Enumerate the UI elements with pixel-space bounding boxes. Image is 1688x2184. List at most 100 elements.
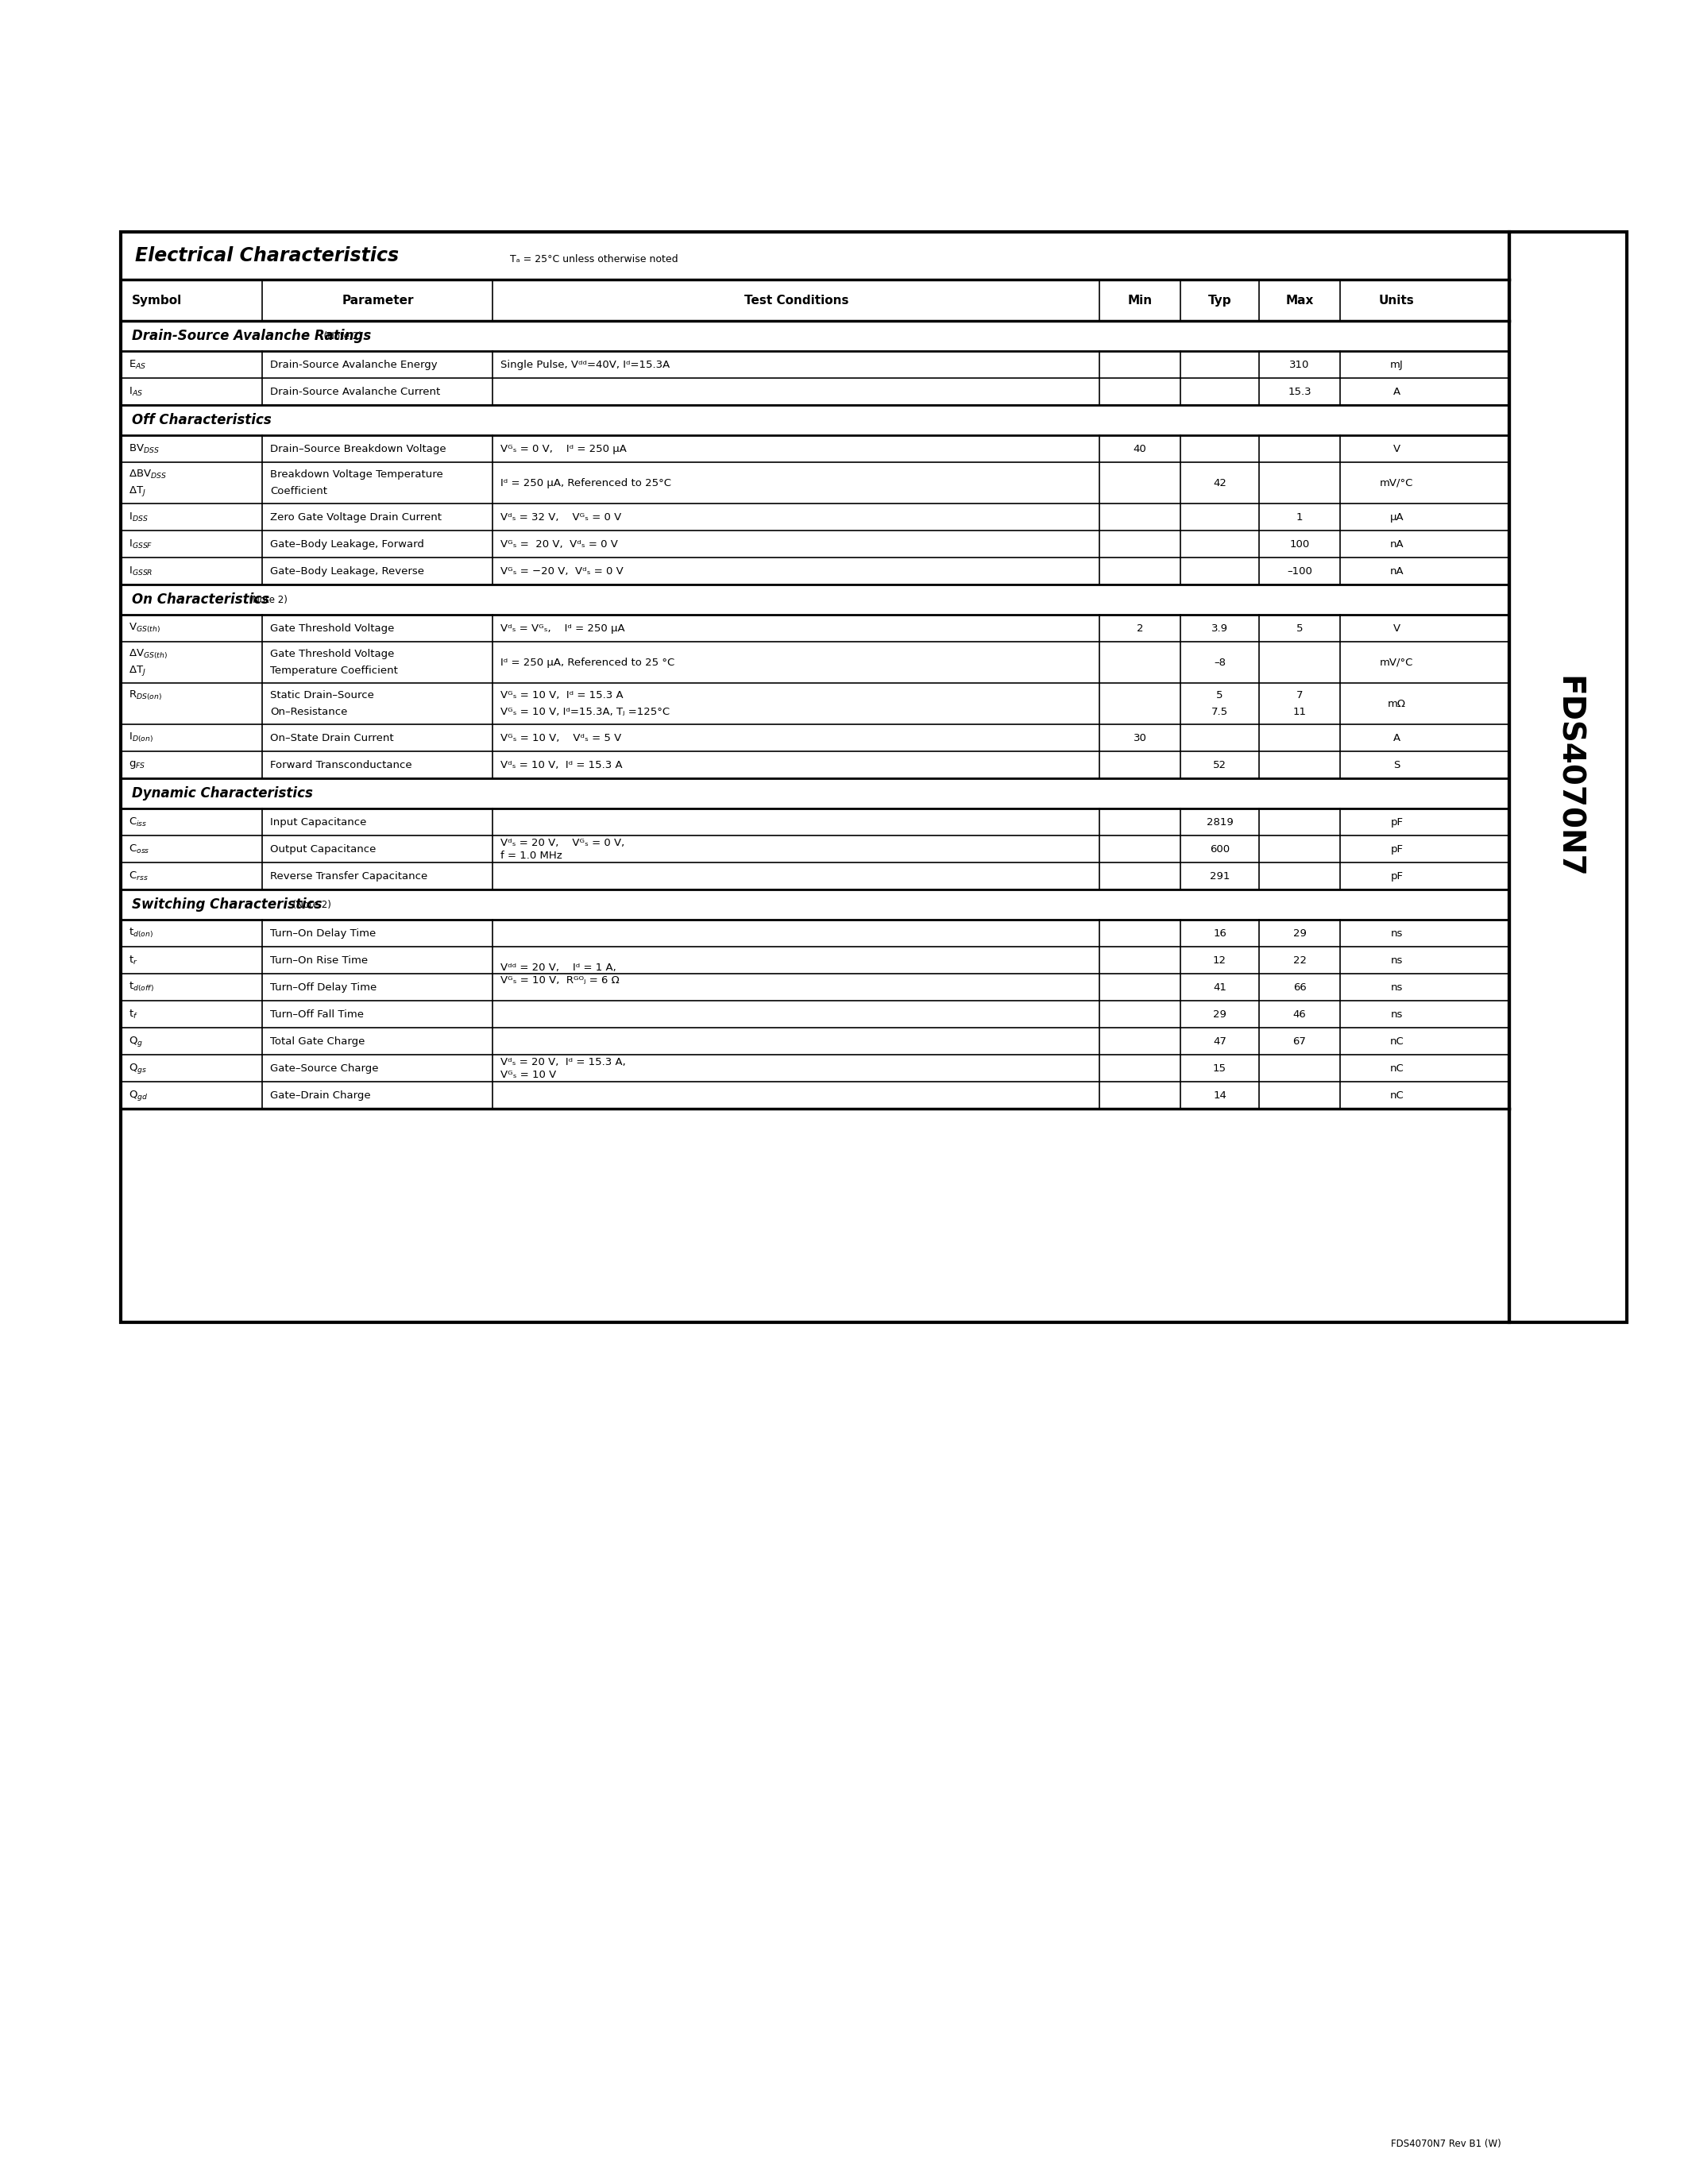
Text: BV$_{DSS}$: BV$_{DSS}$ bbox=[128, 443, 160, 454]
Text: V: V bbox=[1393, 443, 1401, 454]
Text: mV/°C: mV/°C bbox=[1381, 657, 1413, 668]
Text: 42: 42 bbox=[1214, 478, 1227, 487]
Text: 40: 40 bbox=[1133, 443, 1146, 454]
Text: Vᵈₛ = 10 V,  Iᵈ = 15.3 A: Vᵈₛ = 10 V, Iᵈ = 15.3 A bbox=[501, 760, 623, 771]
Text: t$_{r}$: t$_{r}$ bbox=[128, 954, 138, 965]
Text: –100: –100 bbox=[1286, 566, 1312, 577]
Text: Vᴳₛ =  20 V,  Vᵈₛ = 0 V: Vᴳₛ = 20 V, Vᵈₛ = 0 V bbox=[501, 539, 618, 548]
Text: mΩ: mΩ bbox=[1388, 699, 1406, 710]
Text: 14: 14 bbox=[1214, 1090, 1227, 1101]
Text: nC: nC bbox=[1389, 1090, 1404, 1101]
Text: ΔT$_{J}$: ΔT$_{J}$ bbox=[128, 664, 145, 677]
Text: On–Resistance: On–Resistance bbox=[270, 708, 348, 716]
Text: I$_{DSS}$: I$_{DSS}$ bbox=[128, 511, 149, 522]
Text: Reverse Transfer Capacitance: Reverse Transfer Capacitance bbox=[270, 871, 427, 880]
Text: t$_{d(off)}$: t$_{d(off)}$ bbox=[128, 981, 154, 994]
Text: Temperature Coefficient: Temperature Coefficient bbox=[270, 666, 398, 675]
Text: 16: 16 bbox=[1214, 928, 1227, 939]
Text: Total Gate Charge: Total Gate Charge bbox=[270, 1035, 365, 1046]
Text: V: V bbox=[1393, 622, 1401, 633]
Text: Vᵈₛ = Vᴳₛ,    Iᵈ = 250 μA: Vᵈₛ = Vᴳₛ, Iᵈ = 250 μA bbox=[501, 622, 625, 633]
Text: Breakdown Voltage Temperature: Breakdown Voltage Temperature bbox=[270, 470, 444, 480]
Text: Gate Threshold Voltage: Gate Threshold Voltage bbox=[270, 622, 395, 633]
Text: On Characteristics: On Characteristics bbox=[132, 592, 270, 607]
Text: Vᴳₛ = 0 V,    Iᵈ = 250 μA: Vᴳₛ = 0 V, Iᵈ = 250 μA bbox=[501, 443, 626, 454]
Text: Max: Max bbox=[1286, 295, 1313, 306]
Text: 29: 29 bbox=[1214, 1009, 1227, 1020]
Text: Switching Characteristics: Switching Characteristics bbox=[132, 898, 322, 911]
Text: Drain-Source Avalanche Energy: Drain-Source Avalanche Energy bbox=[270, 360, 437, 369]
Text: Units: Units bbox=[1379, 295, 1415, 306]
Text: mJ: mJ bbox=[1391, 360, 1403, 369]
Text: 5: 5 bbox=[1296, 622, 1303, 633]
Text: 15.3: 15.3 bbox=[1288, 387, 1312, 397]
Text: Tₐ = 25°C unless otherwise noted: Tₐ = 25°C unless otherwise noted bbox=[510, 253, 679, 264]
Text: μA: μA bbox=[1389, 511, 1404, 522]
Text: nA: nA bbox=[1389, 566, 1404, 577]
Text: 3.9: 3.9 bbox=[1212, 622, 1229, 633]
Text: Off Characteristics: Off Characteristics bbox=[132, 413, 272, 428]
Text: 7.5: 7.5 bbox=[1212, 708, 1229, 716]
Text: Single Pulse, Vᵈᵈ=40V, Iᵈ=15.3A: Single Pulse, Vᵈᵈ=40V, Iᵈ=15.3A bbox=[501, 360, 670, 369]
Text: 29: 29 bbox=[1293, 928, 1307, 939]
Text: Drain-Source Avalanche Ratings: Drain-Source Avalanche Ratings bbox=[132, 330, 371, 343]
Text: 30: 30 bbox=[1133, 732, 1146, 743]
Text: Q$_{g}$: Q$_{g}$ bbox=[128, 1035, 143, 1048]
Text: V$_{GS(th)}$: V$_{GS(th)}$ bbox=[128, 622, 160, 636]
Text: 291: 291 bbox=[1210, 871, 1231, 880]
Text: C$_{rss}$: C$_{rss}$ bbox=[128, 869, 149, 882]
Text: C$_{oss}$: C$_{oss}$ bbox=[128, 843, 150, 854]
Text: Gate–Body Leakage, Reverse: Gate–Body Leakage, Reverse bbox=[270, 566, 424, 577]
Text: Vᴳₛ = 10 V,  Rᴳᴼⱼ = 6 Ω: Vᴳₛ = 10 V, Rᴳᴼⱼ = 6 Ω bbox=[501, 974, 619, 985]
Text: S: S bbox=[1394, 760, 1399, 771]
Text: ns: ns bbox=[1391, 954, 1403, 965]
Text: On–State Drain Current: On–State Drain Current bbox=[270, 732, 393, 743]
Text: FDS4070N7: FDS4070N7 bbox=[1553, 677, 1583, 878]
Text: Dynamic Characteristics: Dynamic Characteristics bbox=[132, 786, 312, 802]
Text: Parameter: Parameter bbox=[341, 295, 414, 306]
Text: Iᵈ = 250 μA, Referenced to 25 °C: Iᵈ = 250 μA, Referenced to 25 °C bbox=[501, 657, 675, 668]
Text: ns: ns bbox=[1391, 983, 1403, 992]
Text: 2: 2 bbox=[1136, 622, 1143, 633]
Text: (Note 2): (Note 2) bbox=[243, 594, 287, 605]
Text: Forward Transconductance: Forward Transconductance bbox=[270, 760, 412, 771]
Text: Vᴳₛ = −20 V,  Vᵈₛ = 0 V: Vᴳₛ = −20 V, Vᵈₛ = 0 V bbox=[501, 566, 625, 577]
Text: Typ: Typ bbox=[1209, 295, 1232, 306]
Text: Q$_{gd}$: Q$_{gd}$ bbox=[128, 1088, 149, 1103]
Text: Test Conditions: Test Conditions bbox=[744, 295, 849, 306]
Text: Turn–On Rise Time: Turn–On Rise Time bbox=[270, 954, 368, 965]
Text: t$_{f}$: t$_{f}$ bbox=[128, 1009, 138, 1020]
Text: ΔV$_{GS(th)}$: ΔV$_{GS(th)}$ bbox=[128, 649, 167, 660]
Text: Electrical Characteristics: Electrical Characteristics bbox=[135, 247, 398, 264]
Text: pF: pF bbox=[1391, 843, 1403, 854]
Text: 5: 5 bbox=[1217, 690, 1224, 701]
Text: ΔBV$_{DSS}$: ΔBV$_{DSS}$ bbox=[128, 470, 167, 480]
Text: nC: nC bbox=[1389, 1064, 1404, 1072]
Text: Vᵈₛ = 20 V,  Iᵈ = 15.3 A,: Vᵈₛ = 20 V, Iᵈ = 15.3 A, bbox=[501, 1057, 626, 1068]
Text: Gate–Source Charge: Gate–Source Charge bbox=[270, 1064, 378, 1072]
Text: Vᵈₛ = 32 V,    Vᴳₛ = 0 V: Vᵈₛ = 32 V, Vᴳₛ = 0 V bbox=[501, 511, 621, 522]
Text: Vᴳₛ = 10 V,    Vᵈₛ = 5 V: Vᴳₛ = 10 V, Vᵈₛ = 5 V bbox=[501, 732, 621, 743]
Text: Gate–Drain Charge: Gate–Drain Charge bbox=[270, 1090, 371, 1101]
Text: Gate–Body Leakage, Forward: Gate–Body Leakage, Forward bbox=[270, 539, 424, 548]
Text: Vᵈₛ = 20 V,    Vᴳₛ = 0 V,: Vᵈₛ = 20 V, Vᴳₛ = 0 V, bbox=[501, 836, 625, 847]
Text: 22: 22 bbox=[1293, 954, 1307, 965]
Text: mV/°C: mV/°C bbox=[1381, 478, 1413, 487]
Bar bbox=[1509, 232, 1627, 1321]
Text: I$_{GSSR}$: I$_{GSSR}$ bbox=[128, 566, 154, 577]
Text: Zero Gate Voltage Drain Current: Zero Gate Voltage Drain Current bbox=[270, 511, 442, 522]
Text: 15: 15 bbox=[1214, 1064, 1227, 1072]
Text: pF: pF bbox=[1391, 871, 1403, 880]
Text: Vᴳₛ = 10 V: Vᴳₛ = 10 V bbox=[501, 1070, 557, 1079]
Text: 67: 67 bbox=[1293, 1035, 1307, 1046]
Text: 600: 600 bbox=[1210, 843, 1231, 854]
Text: Static Drain–Source: Static Drain–Source bbox=[270, 690, 375, 701]
Text: Input Capacitance: Input Capacitance bbox=[270, 817, 366, 828]
Text: 47: 47 bbox=[1214, 1035, 1227, 1046]
Text: g$_{FS}$: g$_{FS}$ bbox=[128, 760, 145, 771]
Text: ns: ns bbox=[1391, 1009, 1403, 1020]
Text: Output Capacitance: Output Capacitance bbox=[270, 843, 376, 854]
Text: nA: nA bbox=[1389, 539, 1404, 548]
Text: Coefficient: Coefficient bbox=[270, 487, 327, 496]
Text: 310: 310 bbox=[1290, 360, 1310, 369]
